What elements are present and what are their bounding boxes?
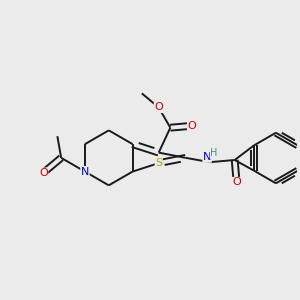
Text: O: O <box>154 103 163 112</box>
Text: O: O <box>188 121 196 131</box>
Text: O: O <box>232 178 241 188</box>
Text: S: S <box>155 158 162 168</box>
Text: O: O <box>39 168 48 178</box>
Text: N: N <box>81 167 89 177</box>
Text: H: H <box>210 148 218 158</box>
Text: N: N <box>203 152 211 162</box>
